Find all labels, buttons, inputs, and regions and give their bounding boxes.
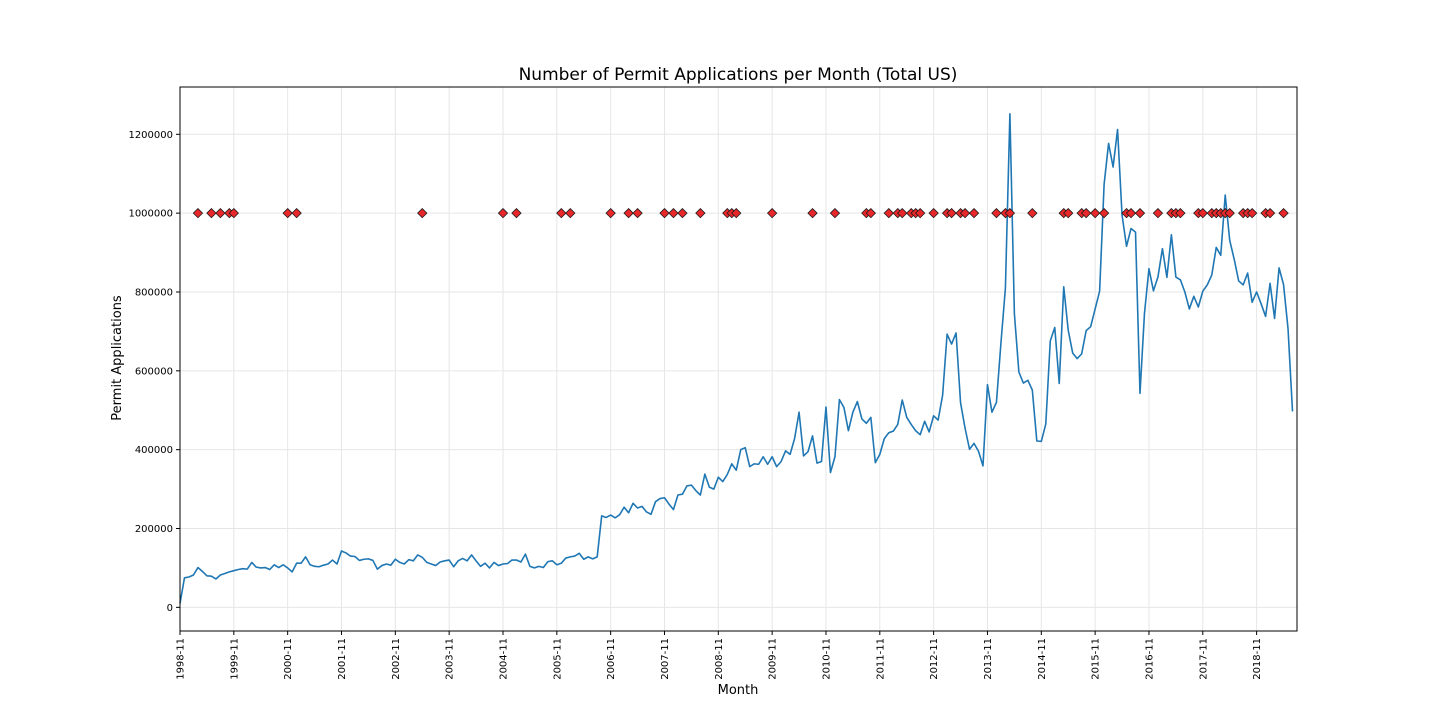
diamond-marker bbox=[623, 207, 634, 219]
diamond-marker bbox=[829, 207, 841, 219]
x-tick-label: 2007-11 bbox=[660, 638, 671, 680]
diamond-marker bbox=[766, 207, 778, 219]
y-axis-label: Permit Applications bbox=[110, 295, 125, 421]
series-layer bbox=[179, 113, 1294, 604]
diamond-marker bbox=[215, 207, 226, 219]
diamond-marker bbox=[897, 207, 908, 219]
diamond-marker bbox=[1098, 207, 1110, 219]
diamond-marker bbox=[1125, 207, 1137, 219]
y-tick-label: 200000 bbox=[135, 524, 173, 535]
diamond-marker bbox=[565, 207, 576, 219]
x-axis-label: Month bbox=[718, 683, 759, 698]
chart-title: Number of Permit Applications per Month … bbox=[519, 65, 958, 85]
y-tick-label: 600000 bbox=[135, 366, 173, 377]
diamond-marker bbox=[1134, 207, 1146, 219]
diamond-marker bbox=[417, 207, 428, 219]
diamond-marker bbox=[883, 207, 894, 219]
diamond-marker bbox=[915, 207, 926, 219]
x-tick-label: 1999-11 bbox=[229, 638, 240, 680]
diamond-marker bbox=[1063, 207, 1074, 219]
diamond-marker bbox=[1278, 207, 1289, 219]
diamond-marker bbox=[928, 207, 939, 219]
diamond-marker bbox=[1080, 207, 1092, 219]
grid-lines bbox=[179, 87, 1297, 631]
x-tick-label: 2016-11 bbox=[1144, 638, 1155, 680]
y-axis-ticks: 0 200000 400000 600000 800000 1000000 1200000 bbox=[128, 130, 180, 614]
x-tick-label: 2017-11 bbox=[1198, 638, 1209, 680]
y-tick-label: 0 bbox=[167, 603, 173, 614]
diamond-marker bbox=[1004, 207, 1016, 219]
x-tick-label: 2010-11 bbox=[821, 638, 832, 680]
diamond-marker bbox=[1246, 207, 1258, 219]
diamond-marker bbox=[668, 207, 679, 219]
diamond-marker bbox=[807, 207, 818, 219]
diamond-marker bbox=[192, 207, 204, 219]
x-tick-label: 2009-11 bbox=[768, 638, 779, 680]
diamond-marker bbox=[1027, 207, 1038, 219]
x-tick-label: 2004-11 bbox=[498, 638, 509, 680]
marker-layer bbox=[192, 207, 1289, 219]
x-tick-label: 2012-11 bbox=[929, 638, 940, 680]
diamond-marker bbox=[959, 207, 971, 219]
x-tick-label: 2002-11 bbox=[391, 638, 402, 680]
x-tick-label: 2018-11 bbox=[1252, 638, 1263, 680]
diamond-marker bbox=[497, 207, 509, 219]
diamond-marker bbox=[511, 207, 522, 219]
x-tick-label: 1998-11 bbox=[176, 638, 187, 680]
x-axis-ticks: 1998-11 1999-11 2000-11 2001-11 2002-11 2003-… bbox=[176, 631, 1263, 680]
x-tick-label: 2001-11 bbox=[337, 638, 348, 680]
x-tick-label: 2005-11 bbox=[552, 638, 563, 680]
diamond-marker bbox=[291, 207, 302, 219]
diamond-marker bbox=[991, 207, 1002, 219]
series-line bbox=[179, 113, 1294, 604]
diamond-marker bbox=[677, 207, 688, 219]
diamond-marker bbox=[1175, 207, 1186, 219]
x-tick-label: 2006-11 bbox=[606, 638, 617, 680]
diamond-marker bbox=[659, 207, 670, 219]
diamond-marker bbox=[1264, 207, 1276, 219]
diamond-marker bbox=[1152, 207, 1164, 219]
diamond-marker bbox=[206, 207, 217, 219]
x-tick-label: 2013-11 bbox=[983, 638, 994, 680]
y-tick-label: 400000 bbox=[135, 445, 173, 456]
diamond-marker bbox=[1224, 207, 1235, 219]
y-tick-label: 1000000 bbox=[128, 209, 173, 220]
diamond-marker bbox=[968, 207, 980, 219]
plot-frame bbox=[179, 86, 1298, 632]
x-tick-label: 2011-11 bbox=[875, 638, 886, 680]
diamond-marker bbox=[946, 207, 957, 219]
diamond-marker bbox=[731, 207, 742, 219]
x-tick-label: 2008-11 bbox=[714, 638, 725, 680]
diamond-marker bbox=[695, 207, 706, 219]
x-tick-label: 2014-11 bbox=[1037, 638, 1048, 680]
diamond-marker bbox=[605, 207, 616, 219]
diamond-marker bbox=[228, 207, 239, 219]
diamond-marker bbox=[865, 207, 877, 219]
diamond-marker bbox=[282, 207, 293, 219]
x-tick-label: 2000-11 bbox=[283, 638, 294, 680]
x-tick-label: 2015-11 bbox=[1091, 638, 1102, 680]
x-tick-label: 2003-11 bbox=[445, 638, 456, 680]
diamond-marker bbox=[632, 207, 643, 219]
diamond-marker bbox=[1197, 207, 1208, 219]
diamond-marker bbox=[556, 207, 567, 219]
y-tick-label: 1200000 bbox=[128, 130, 173, 141]
diamond-marker bbox=[1089, 207, 1101, 219]
y-tick-label: 800000 bbox=[135, 287, 173, 298]
